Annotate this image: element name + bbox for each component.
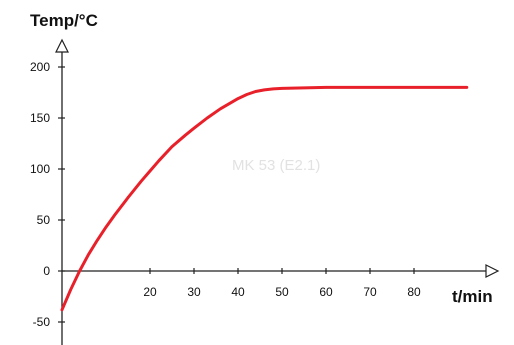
- y-tick-label--50: -50: [33, 315, 51, 329]
- x-tick-label-70: 70: [363, 285, 377, 299]
- y-tick-label-100: 100: [30, 162, 50, 176]
- axes: [55, 38, 500, 345]
- ticks: 20 30 40 50 60 70 80 -50 0 50 100 150 200: [30, 60, 421, 329]
- x-tick-label-50: 50: [275, 285, 289, 299]
- y-tick-label-0: 0: [43, 264, 50, 278]
- x-tick-label-40: 40: [231, 285, 245, 299]
- y-tick-label-150: 150: [30, 111, 50, 125]
- x-axis-title: t/min: [452, 287, 493, 306]
- watermark-annotation: MK 53 (E2.1): [232, 157, 320, 174]
- x-tick-label-30: 30: [187, 285, 201, 299]
- y-tick-label-200: 200: [30, 60, 50, 74]
- series-line: [60, 85, 469, 312]
- x-axis-arrow: [485, 264, 500, 278]
- y-axis-arrow: [55, 38, 69, 53]
- x-tick-label-80: 80: [407, 285, 421, 299]
- y-axis-title: Temp/°C: [30, 11, 98, 30]
- x-tick-label-20: 20: [143, 285, 157, 299]
- y-tick-label-50: 50: [37, 213, 51, 227]
- x-tick-label-60: 60: [319, 285, 333, 299]
